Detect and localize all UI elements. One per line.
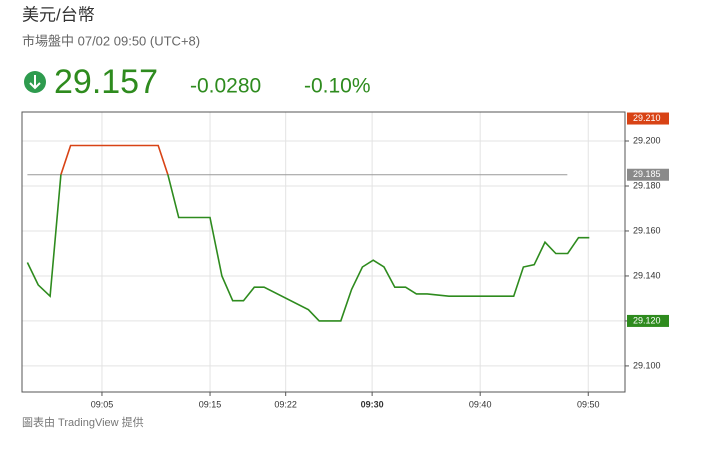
price-marker-label: 29.210 [633,113,661,123]
price-line [26,144,590,322]
y-tick-label: 29.200 [633,135,661,145]
price-marker-label: 29.120 [633,315,661,325]
down-arrow [29,75,41,90]
x-tick-label: 09:15 [199,399,222,409]
subtitle: 市場盤中 07/02 09:50 (UTC+8) [22,33,200,48]
price-marker [627,112,669,125]
x-tick-label: 09:50 [577,399,600,409]
change: -0.0280 [190,75,261,98]
x-tick-label: 09:40 [469,399,492,409]
y-tick-label: 29.180 [633,180,661,190]
y-tick-label: 29.140 [633,270,661,280]
x-tick-label: 09:05 [91,399,114,409]
price-marker [627,314,669,327]
x-tick-label: 09:22 [274,399,297,409]
y-tick-label: 29.160 [633,225,661,235]
change-percent: -0.10% [304,75,371,98]
plot-frame [21,111,626,393]
price-marker-label: 29.185 [633,169,661,179]
price: 29.157 [54,63,158,101]
y-tick-label: 29.100 [633,360,661,370]
footer[interactable]: 圖表由 TradingView 提供 [22,415,144,429]
title: 美元/台幣 [22,5,95,24]
x-tick-label: 09:30 [361,399,384,409]
price-marker [627,168,669,181]
